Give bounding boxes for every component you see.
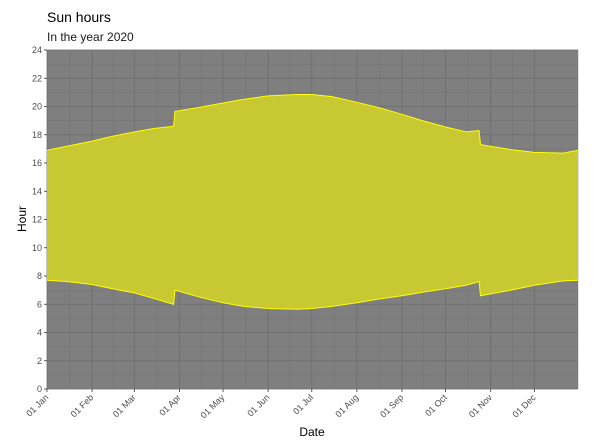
y-tick-label: 16 [32,158,42,168]
chart-title: Sun hours [47,9,111,25]
y-tick-label: 6 [37,299,42,309]
y-tick-label: 0 [37,384,42,394]
x-tick-label: 01 Sep [378,392,405,419]
x-axis: 01 Jan 01 Feb 01 Mar 01 Apr 01 May 01 Jun 01 J… [24,389,538,420]
y-tick-label: 24 [32,45,42,55]
y-tick-label: 22 [32,73,42,83]
y-tick-label: 20 [32,102,42,112]
y-tick-label: 10 [32,243,42,253]
y-tick-label: 2 [37,356,42,366]
x-tick-label: 01 Aug [333,392,360,419]
x-tick-label: 01 Jul [291,392,315,416]
x-tick-label: 01 Apr [157,392,182,417]
x-tick-label: 01 Jun [245,392,271,418]
y-axis-title: Hour [15,206,29,232]
x-tick-label: 01 Feb [69,392,96,419]
sun-hours-area [47,94,578,310]
x-tick-label: 01 Jan [24,392,50,418]
x-tick-label: 01 Nov [467,392,495,420]
sunrise-line [46,279,579,310]
y-tick-label: 8 [37,271,42,281]
y-tick-label: 12 [32,215,42,225]
x-axis-title: Date [299,425,325,439]
y-tick-label: 18 [32,130,42,140]
y-tick-label: 14 [32,186,42,196]
y-tick-label: 4 [37,328,42,338]
x-tick-label: 01 May [199,392,227,420]
x-tick-label: 01 Oct [423,392,449,418]
chart-subtitle: In the year 2020 [47,30,134,44]
sunset-line [46,94,579,154]
x-tick-label: 01 Mar [111,392,138,419]
x-tick-label: 01 Dec [511,392,539,420]
